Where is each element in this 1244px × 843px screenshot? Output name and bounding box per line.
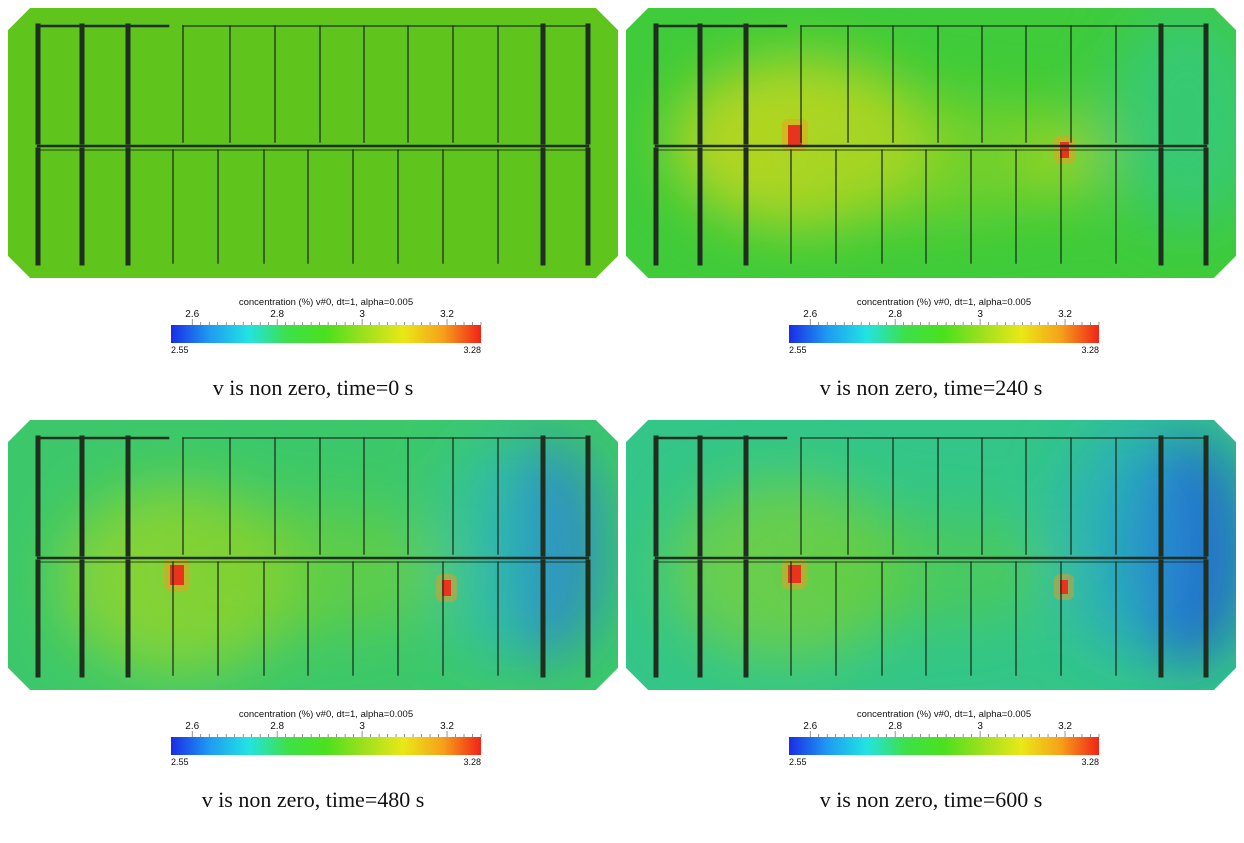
colorbar-tick-label: 2.6 <box>185 721 199 732</box>
colorbar-tick-label: 2.8 <box>888 721 902 732</box>
colorbar-gradient <box>171 325 481 343</box>
concentration-region <box>438 430 538 670</box>
simulation-panel: concentration (%) v#0, dt=1, alpha=0.005… <box>626 8 1236 429</box>
colorbar: concentration (%) v#0, dt=1, alpha=0.005… <box>789 297 1100 355</box>
colorbar-max-label: 3.28 <box>463 757 481 767</box>
colorbar-max-label: 3.28 <box>1081 345 1099 355</box>
colorbar-max-label: 3.28 <box>1081 757 1099 767</box>
colorbar-tick-label: 3 <box>977 309 983 320</box>
colorbar-gradient <box>789 737 1099 755</box>
concentration-field-plot <box>8 420 618 690</box>
source-hotspot <box>1060 580 1068 594</box>
colorbar-tick-label: 3.2 <box>440 309 454 320</box>
colorbar-min-label: 2.55 <box>171 345 189 355</box>
colorbar: concentration (%) v#0, dt=1, alpha=0.005… <box>171 297 482 355</box>
colorbar-tick-label: 2.6 <box>185 309 199 320</box>
simulation-panel: concentration (%) v#0, dt=1, alpha=0.005… <box>8 420 618 841</box>
colorbar-tick-label: 3.2 <box>440 721 454 732</box>
colorbar: concentration (%) v#0, dt=1, alpha=0.005… <box>171 709 482 767</box>
colorbar-min-label: 2.55 <box>789 345 807 355</box>
colorbar-title: concentration (%) v#0, dt=1, alpha=0.005 <box>857 297 1031 308</box>
simulation-panel: concentration (%) v#0, dt=1, alpha=0.005… <box>626 420 1236 841</box>
colorbar-max-label: 3.28 <box>463 345 481 355</box>
colorbar-title: concentration (%) v#0, dt=1, alpha=0.005 <box>857 709 1031 720</box>
colorbar-tick-label: 2.8 <box>888 309 902 320</box>
colorbar-tick-label: 3.2 <box>1058 721 1072 732</box>
colorbar-min-label: 2.55 <box>789 757 807 767</box>
panel-caption: v is non zero, time=480 s <box>201 787 425 812</box>
domain-outline <box>8 8 618 278</box>
panel-caption: v is non zero, time=600 s <box>819 787 1043 812</box>
colorbar: concentration (%) v#0, dt=1, alpha=0.005… <box>789 709 1100 767</box>
concentration-field-plot <box>626 420 1236 690</box>
source-hotspot <box>442 580 451 596</box>
colorbar-tick-label: 3 <box>359 309 365 320</box>
source-hotspot <box>788 125 802 145</box>
colorbar-tick-label: 3.2 <box>1058 309 1072 320</box>
colorbar-gradient <box>171 737 481 755</box>
concentration-field-plot <box>626 8 1236 278</box>
simulation-panel: concentration (%) v#0, dt=1, alpha=0.005… <box>8 8 618 429</box>
concentration-field-plot <box>8 8 618 278</box>
panel-caption: v is non zero, time=0 s <box>212 375 414 400</box>
colorbar-tick-label: 3 <box>359 721 365 732</box>
concentration-region <box>1106 8 1236 228</box>
colorbar-gradient <box>789 325 1099 343</box>
colorbar-tick-label: 2.8 <box>270 721 284 732</box>
colorbar-tick-label: 2.8 <box>270 309 284 320</box>
colorbar-title: concentration (%) v#0, dt=1, alpha=0.005 <box>239 297 413 308</box>
colorbar-min-label: 2.55 <box>171 757 189 767</box>
colorbar-title: concentration (%) v#0, dt=1, alpha=0.005 <box>239 709 413 720</box>
colorbar-tick-label: 2.6 <box>803 721 817 732</box>
colorbar-tick-label: 2.6 <box>803 309 817 320</box>
colorbar-tick-label: 3 <box>977 721 983 732</box>
panel-caption: v is non zero, time=240 s <box>819 375 1043 400</box>
